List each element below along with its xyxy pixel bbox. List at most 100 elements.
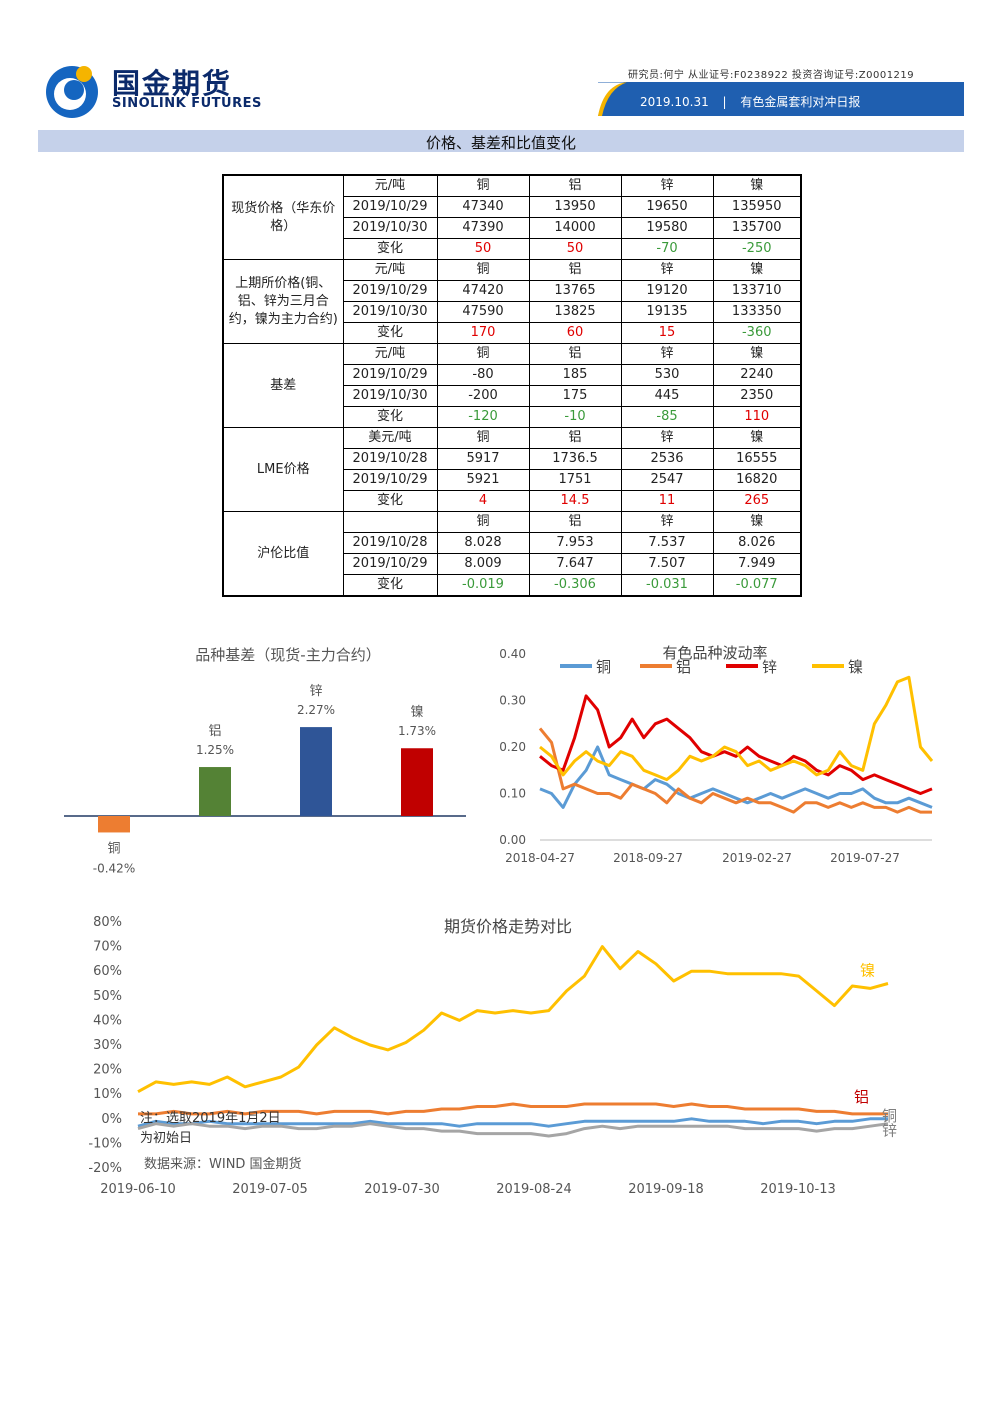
series-line	[137, 1122, 889, 1138]
table-row: 2019/10/30 47390 14000 19580 135700	[223, 217, 802, 239]
value-cell: 7.507	[620, 553, 714, 575]
y-tick-label: 0.10	[499, 787, 526, 801]
table-row: 2019/10/28 8.028 7.953 7.537 8.026	[223, 532, 802, 554]
value-cell: 2536	[620, 448, 714, 470]
value-cell: 16820	[712, 469, 802, 491]
table-row: 2019/10/30 -200 175 445 2350	[223, 385, 802, 407]
value-cell: 19135	[620, 301, 714, 323]
metal-header: 锌	[620, 174, 714, 197]
y-tick-label: 50%	[93, 989, 122, 1004]
logo-cn-text: 国金期货	[112, 67, 233, 100]
metal-header: 铜	[436, 174, 530, 197]
date-cell: 2019/10/29	[342, 469, 438, 491]
metal-header: 镍	[712, 427, 802, 449]
y-tick-label: 60%	[93, 964, 122, 979]
y-tick-label: -10%	[88, 1136, 122, 1151]
value-cell: 530	[620, 364, 714, 386]
price-trend-line-chart: 期货价格走势对比 80% 70% 60% 50% 40% 30% 20% 10% 0% -10% -…	[88, 915, 897, 1197]
change-cell: -0.306	[528, 574, 622, 597]
group-label: LME价格	[222, 427, 344, 512]
change-cell: 60	[528, 322, 622, 344]
chart-title: 有色品种波动率	[662, 644, 767, 662]
table-header-row: 沪伦比值 铜铝锌镍	[222, 511, 802, 597]
report-date: 2019.10.31	[640, 95, 709, 109]
metal-header: 锌	[620, 343, 714, 365]
group-label: 基差	[222, 343, 344, 428]
table-row: 2019/10/29 47340 13950 19650 135950	[223, 196, 802, 218]
chart-source: 数据来源：WIND 国金期货	[144, 1156, 302, 1172]
metal-header: 铝	[528, 259, 622, 281]
change-cell: 14.5	[528, 490, 622, 512]
value-cell: 47340	[436, 196, 530, 218]
y-tick-label: 30%	[93, 1038, 122, 1053]
change-cell: -85	[620, 406, 714, 428]
series-line	[539, 675, 934, 782]
chart-note: 注：选取2019年1月2日为初始日	[140, 1111, 281, 1146]
value-cell: 19650	[620, 196, 714, 218]
value-cell: 1736.5	[528, 448, 622, 470]
metal-header: 铝	[528, 174, 622, 197]
legend-label: 镍	[848, 658, 863, 676]
metal-header: 锌	[620, 511, 714, 533]
change-cell: -120	[436, 406, 530, 428]
y-tick-label: 0.00	[499, 833, 526, 847]
bar-value-label: 1.73%	[398, 724, 436, 738]
bar-2	[199, 767, 231, 816]
value-cell: 13765	[528, 280, 622, 302]
group-label: 沪伦比值	[222, 511, 344, 597]
y-tick-label: 70%	[93, 940, 122, 955]
change-cell: -250	[712, 238, 802, 260]
change-row: 变化 -0.019 -0.306 -0.031 -0.077	[223, 574, 802, 597]
change-label: 变化	[342, 322, 438, 344]
metal-header: 镍	[712, 259, 802, 281]
value-cell: 14000	[528, 217, 622, 239]
bar-value-label: 2.27%	[297, 703, 335, 717]
y-tick-label: 40%	[93, 1013, 122, 1028]
change-label: 变化	[342, 490, 438, 512]
table-row: 2019/10/29 8.009 7.647 7.507 7.949	[223, 553, 802, 575]
metal-header: 镍	[712, 511, 802, 533]
value-cell: 445	[620, 385, 714, 407]
value-cell: 185	[528, 364, 622, 386]
change-cell: 265	[712, 490, 802, 512]
unit-cell: 美元/吨	[342, 427, 438, 449]
table-row: 2019/10/29 47420 13765 19120 133710	[223, 280, 802, 302]
date-cell: 2019/10/30	[342, 301, 438, 323]
value-cell: 5921	[436, 469, 530, 491]
y-tick-label: 0.30	[499, 694, 526, 708]
sinolink-logo-icon	[46, 66, 98, 118]
bar-category-label: 铜	[107, 841, 120, 856]
metal-header: 锌	[620, 427, 714, 449]
y-tick-label: 10%	[93, 1087, 122, 1102]
value-cell: 2240	[712, 364, 802, 386]
bar-value-label: -0.42%	[93, 861, 135, 875]
bar-category-label: 镍	[410, 705, 423, 720]
price-basis-ratio-table: 现货价格（华东价格） 元/吨铜铝锌镍 2019/10/29 47340 13950 196…	[222, 174, 802, 597]
table-header-row: 现货价格（华东价格） 元/吨铜铝锌镍	[222, 174, 802, 260]
bar-category-label: 铝	[208, 724, 221, 739]
basis-bar-chart: 品种基差（现货-主力合约） 铜 -0.42% 铝 1.25% 锌 2.27% 镍 1.73%	[64, 646, 466, 875]
date-cell: 2019/10/29	[342, 364, 438, 386]
date-cell: 2019/10/29	[342, 196, 438, 218]
value-cell: 7.647	[528, 553, 622, 575]
bar-category-label: 锌	[309, 684, 322, 699]
y-tick-label: 0.40	[499, 647, 526, 661]
table-header-row: 基差 元/吨铜铝锌镍	[222, 343, 802, 428]
metal-header: 铜	[436, 427, 530, 449]
value-cell: 133710	[712, 280, 802, 302]
change-cell: 11	[620, 490, 714, 512]
series-line	[137, 945, 889, 1094]
change-cell: -0.031	[620, 574, 714, 597]
metal-header: 铜	[436, 343, 530, 365]
bar-1	[98, 816, 130, 833]
table-header-row: LME价格 美元/吨铜铝锌镍	[222, 427, 802, 512]
value-cell: 13825	[528, 301, 622, 323]
x-tick-label: 2019-07-05	[232, 1182, 308, 1197]
legend-label: 铝	[676, 658, 691, 676]
x-tick-label: 2019-09-18	[628, 1182, 704, 1197]
change-cell: -10	[528, 406, 622, 428]
unit-cell: 元/吨	[342, 259, 438, 281]
metal-header: 铝	[528, 427, 622, 449]
metal-header: 镍	[712, 343, 802, 365]
change-cell: 4	[436, 490, 530, 512]
